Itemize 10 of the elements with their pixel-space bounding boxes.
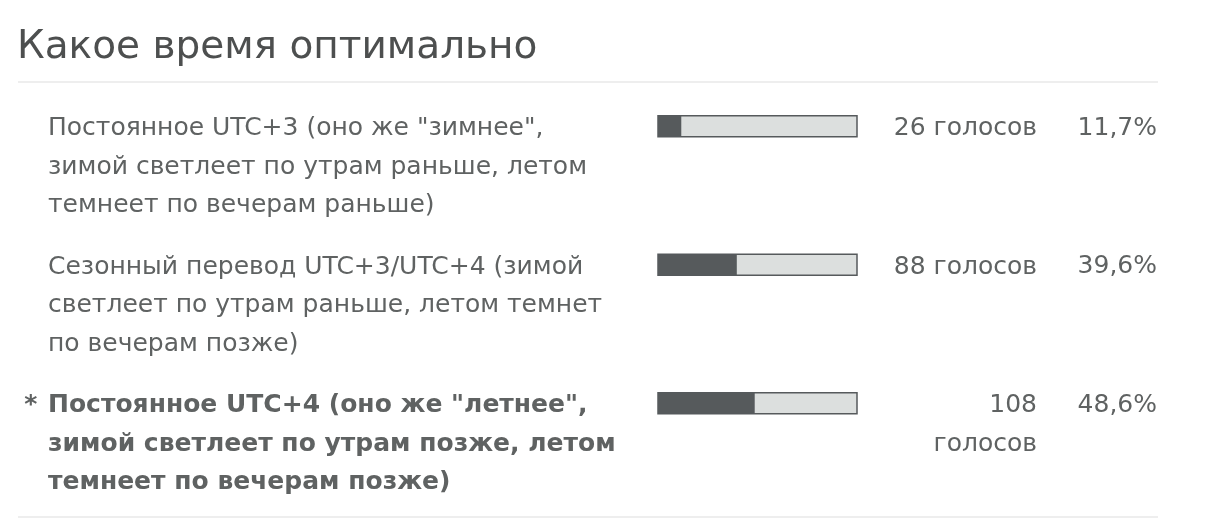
text: 108 голосов bbox=[933, 388, 1037, 457]
data-label: 39,6% bbox=[1077, 250, 1157, 280]
text: 88 голосов bbox=[893, 250, 1037, 280]
y-tick-label: Сезонный перевод UTC+3/UTC+4 (зимой светлеет по утрам раньше, летом темнет по вечерам позже) bbox=[48, 250, 603, 356]
data-label: 48,6% bbox=[1077, 388, 1157, 418]
text: Какое время оптимально bbox=[17, 21, 538, 69]
data-label: 11,7% bbox=[1077, 111, 1157, 141]
text: 26 голосов bbox=[893, 111, 1037, 141]
y-tick-label: * Постоянное UTC+4 (оно же "летнее", зимой светлеет по утрам позже, летом темнеет по вечерам позже) bbox=[24, 388, 616, 495]
y-tick-label: Постоянное UTC+3 (оно же "зимнее", зимой светлеет по утрам раньше, летом темнеет по вечерам раньше) bbox=[48, 111, 588, 218]
